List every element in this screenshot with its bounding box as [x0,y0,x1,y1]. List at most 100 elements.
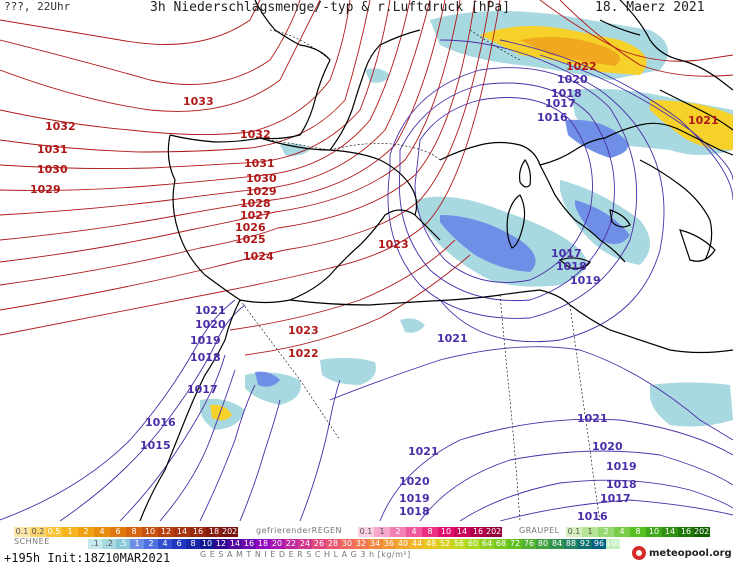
legend-swatch: 96 [592,539,606,549]
legend-swatch: 12 [158,527,174,537]
legend-swatch: 4 [406,527,422,537]
isobar-label-1033: 1033 [183,95,214,108]
legend-swatch: 0.5 [46,527,62,537]
isobar-label-1030: 1030 [246,172,277,185]
snow-scale: 0.1 0.2 0.5 1 2 4 6 8 10 12 14 16 18 2025+ [14,527,250,537]
legend-swatch: 34 [368,539,382,549]
legend-swatch: 4 [94,527,110,537]
legend-swatch: .2 [102,539,116,549]
legend-swatch: 32 [354,539,368,549]
isobar-label-1021: 1021 [408,445,439,458]
isobar-label-1015: 1015 [140,439,171,452]
legend-swatch: 24 [298,539,312,549]
legend-swatch: 28 [326,539,340,549]
isobar-label-1018: 1018 [399,505,430,518]
legend-swatch: 0.1 [358,527,374,537]
isobar-label-1020: 1020 [399,475,430,488]
isobar-label-1018: 1018 [190,351,221,364]
legend-swatch: 56 [452,539,466,549]
meteopool-logo[interactable]: meteopool.org [632,546,732,560]
isobar-label-1016: 1016 [145,416,176,429]
graupel-caption: GRAUPEL [519,526,560,535]
snow-caption: SCHNEE [14,537,50,546]
legend-swatch: 2025+ [486,527,514,537]
freezing-rain-caption: gefrierenderREGEN [256,526,342,535]
isobar-label-1019: 1019 [399,492,430,505]
legend-swatch: .1 [88,539,102,549]
logo-icon [632,546,646,560]
legend-swatch: .5 [116,539,130,549]
map-date: 18. Maerz 2021 [595,0,705,15]
isobar-label-1020: 1020 [195,318,226,331]
legend-swatch: 1 [582,527,598,537]
isobar-label-1026: 1026 [235,221,266,234]
legend-swatch: 48 [424,539,438,549]
isobar-label-1032: 1032 [45,120,76,133]
isobar-label-1024: 1024 [243,250,274,263]
legend-swatch: 64 [480,539,494,549]
legend-swatch: 6 [110,527,126,537]
legend-swatch: 40 [396,539,410,549]
total-precip-caption: G E S A M T N I E D E R S C H L A G 3 h … [200,550,411,559]
isobar-label-1023: 1023 [378,238,409,251]
legend-swatch: 92 [578,539,592,549]
legend-swatch: 4 [158,539,172,549]
legend-swatch: 18 [206,527,222,537]
legend-swatch: 16 [242,539,256,549]
isobar-label-1031: 1031 [37,143,68,156]
legend-swatch: 26 [312,539,326,549]
isobar-label-1019: 1019 [190,334,221,347]
legend-swatch: 14 [228,539,242,549]
legend-swatch: 16 [470,527,486,537]
legend-swatch: 8 [422,527,438,537]
legend-swatch: 76 [522,539,536,549]
legend-swatch: 2 [390,527,406,537]
isobar-label-1022: 1022 [566,60,597,73]
isobar-label-1018: 1018 [556,260,587,273]
isobar-label-1031: 1031 [244,157,275,170]
precipitation-areas [200,11,733,430]
isobar-label-1019: 1019 [606,460,637,473]
isobar-label-1022: 1022 [288,347,319,360]
legend-swatch: 8 [126,527,142,537]
legend-swatch: 100 [606,539,622,549]
legend-swatch: 0.1 [14,527,30,537]
legend-swatch: 88 [564,539,578,549]
legend-swatch: 6 [172,539,186,549]
legend-swatch: 8 [186,539,200,549]
isobar-label-1017: 1017 [187,383,218,396]
isobar-label-1025: 1025 [235,233,266,246]
legend-swatch: 2025+ [694,527,722,537]
legend-swatch: 22 [284,539,298,549]
isobar-label-1017: 1017 [551,247,582,260]
run-label: ???, 22Uhr [4,0,71,13]
isobar-labels-low: 1020101810171016101710181019102110201019… [140,73,637,521]
isobar-label-1017: 1017 [600,492,631,505]
freezing-rain-scale: 0.1 1 2 4 8 10 14 16 2025+ [358,527,514,537]
logo-text: meteopool.org [649,547,732,559]
legend-swatch: 10 [142,527,158,537]
isobar-label-1028: 1028 [240,197,271,210]
isobars-high [0,0,733,356]
legend-swatch: 84 [550,539,564,549]
legend-swatch: 14 [454,527,470,537]
map-title: 3h Niederschlagsmenge/-typ & r.Luftdruck… [150,0,511,15]
legend-swatch: 2025+ [222,527,250,537]
legend-swatch: 12 [214,539,228,549]
borders [239,29,601,521]
isobar-label-1016: 1016 [537,111,568,124]
isobar-label-1018: 1018 [606,478,637,491]
isobars-low [0,39,733,521]
legend-swatch: 10 [646,527,662,537]
isobar-label-1032: 1032 [240,128,271,141]
rain-scale: .1.2.5 1 2 4 6 8 10 12 14 16 18 20 22 24 26 28 30 32 34 36 4… [88,539,622,549]
isobar-labels-high: 1033103210311030102910321031103010291028… [30,60,719,360]
isobar-label-1021: 1021 [195,304,226,317]
legend-swatch: 1 [374,527,390,537]
model-run: +195h Init:18Z10MAR2021 [4,551,171,565]
legend-swatch: 60 [466,539,480,549]
legend-swatch: 68 [494,539,508,549]
legend-swatch: 72 [508,539,522,549]
legend-swatch: 2 [78,527,94,537]
